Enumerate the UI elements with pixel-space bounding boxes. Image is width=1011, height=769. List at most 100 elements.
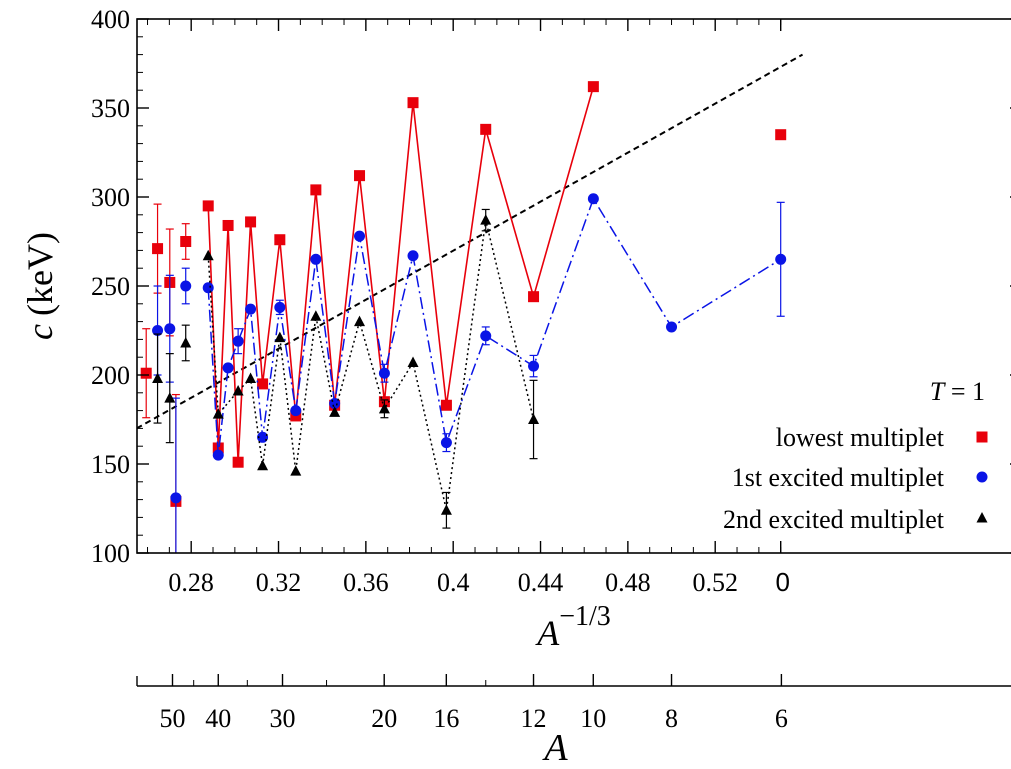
data-point-1st-excited <box>202 282 214 294</box>
y-axis-title-unit: (keV) <box>20 232 60 316</box>
y-tick-label: 200 <box>91 361 130 390</box>
data-point-2nd-excited <box>202 249 214 261</box>
data-point-1st-excited <box>180 280 192 292</box>
data-point-1st-excited <box>152 325 164 336</box>
data-point-2nd-excited <box>310 310 322 321</box>
y-tick-label: 350 <box>91 94 130 123</box>
secondary-tick-label: 30 <box>270 704 296 733</box>
data-point-lowest <box>245 216 257 228</box>
data-point-1st-excited <box>274 301 286 313</box>
legend-marker-2nd-excited <box>976 512 988 523</box>
secondary-tick-label: 50 <box>159 704 185 733</box>
legend-header: T = 1 <box>930 377 985 406</box>
data-point-2nd-excited <box>180 336 192 348</box>
y-axis-title: c (keV) <box>20 232 60 340</box>
data-point-1st-excited <box>440 437 452 449</box>
data-point-2nd-excited <box>212 408 224 419</box>
data-point-lowest <box>257 378 269 390</box>
data-point-lowest <box>180 236 192 247</box>
x-tick-label: 0.36 <box>343 568 389 597</box>
data-point-lowest <box>140 367 152 379</box>
data-point-1st-excited <box>666 321 678 333</box>
series-2nd-excited <box>152 208 540 529</box>
legend-label-lowest: lowest multiplet <box>776 423 945 452</box>
data-point-2nd-excited <box>378 402 390 414</box>
data-point-lowest <box>407 97 419 109</box>
data-point-1st-excited <box>354 230 366 242</box>
x-axis: 0.28 0.32 0.36 0.4 0.44 0.48 0.52 0 <box>147 19 790 597</box>
y-tick-label: 150 <box>91 450 130 479</box>
y-axis-title-var: c <box>20 324 60 340</box>
data-point-2nd-excited <box>528 413 540 424</box>
secondary-tick-label: 40 <box>205 704 231 733</box>
data-point-2nd-excited <box>480 214 492 225</box>
x-tick-label: 0 <box>775 567 789 597</box>
series-line-2nd-excited <box>207 219 535 511</box>
data-point-lowest <box>440 399 452 411</box>
series-layer <box>140 81 787 553</box>
y-tick-label: 250 <box>91 272 130 301</box>
x-tick-label: 0.48 <box>605 568 651 597</box>
secondary-tick-label: 20 <box>371 704 397 733</box>
data-point-2nd-excited <box>245 372 257 384</box>
data-point-lowest <box>480 123 492 135</box>
secondary-tick-label: 10 <box>580 704 606 733</box>
data-point-lowest <box>310 184 322 196</box>
data-point-1st-excited <box>170 492 182 504</box>
data-point-lowest <box>222 219 234 231</box>
data-point-2nd-excited <box>152 372 164 384</box>
x-axis-title-var: A <box>535 613 560 653</box>
data-point-1st-excited <box>164 323 176 335</box>
data-point-2nd-excited <box>274 331 286 343</box>
series-1st-excited <box>152 193 787 553</box>
data-point-lowest <box>354 170 366 182</box>
data-point-1st-excited <box>310 253 322 265</box>
x-axis-title: A−1/3 <box>535 601 611 653</box>
data-point-2nd-excited <box>354 315 366 327</box>
legend: T = 1 lowest multiplet 1st excited multi… <box>723 377 988 534</box>
data-point-1st-excited <box>222 362 234 374</box>
data-point-lowest <box>274 234 286 246</box>
series-line-lowest <box>207 86 595 463</box>
legend-header-var: T <box>930 377 946 406</box>
y-tick-label: 100 <box>91 539 130 568</box>
secondary-axis-title: A <box>541 727 568 769</box>
data-point-2nd-excited <box>257 459 269 471</box>
legend-label-1st-excited: 1st excited multiplet <box>732 463 945 492</box>
x-tick-label: 0.52 <box>692 568 738 597</box>
secondary-tick-label: 6 <box>775 704 788 733</box>
data-point-1st-excited <box>480 330 492 342</box>
y-tick-label: 400 <box>91 5 130 34</box>
data-point-1st-excited <box>528 360 540 372</box>
data-point-2nd-excited <box>407 356 419 368</box>
data-point-2nd-excited <box>232 385 244 396</box>
data-point-lowest <box>587 81 599 93</box>
data-point-1st-excited <box>232 335 244 347</box>
secondary-tick-label: 12 <box>521 704 547 733</box>
legend-marker-lowest <box>976 431 988 443</box>
x-axis-title-exponent: −1/3 <box>559 601 611 632</box>
secondary-tick-label: 16 <box>433 704 459 733</box>
data-point-lowest <box>232 456 244 468</box>
data-point-1st-excited <box>290 405 302 417</box>
x-tick-label: 0.4 <box>437 568 470 597</box>
data-point-1st-excited <box>378 367 390 379</box>
data-point-lowest <box>202 200 214 212</box>
secondary-axis: 50 40 30 20 16 12 10 8 6 <box>136 674 1011 733</box>
data-point-1st-excited <box>212 449 224 461</box>
data-point-lowest <box>528 291 540 303</box>
secondary-tick-label: 8 <box>665 704 678 733</box>
y-axis: 100 150 200 250 300 350 400 <box>91 5 1011 568</box>
data-point-2nd-excited <box>329 406 341 417</box>
legend-markers <box>976 431 988 523</box>
legend-marker-1st-excited <box>976 471 988 483</box>
x-tick-label: 0.28 <box>168 568 214 597</box>
data-point-1st-excited <box>775 253 787 265</box>
data-point-2nd-excited <box>290 465 302 476</box>
data-point-1st-excited <box>407 250 419 262</box>
x-tick-label: 0.32 <box>256 568 302 597</box>
data-point-lowest <box>152 243 164 255</box>
x-tick-label: 0.44 <box>518 568 564 597</box>
y-tick-label: 300 <box>91 183 130 212</box>
